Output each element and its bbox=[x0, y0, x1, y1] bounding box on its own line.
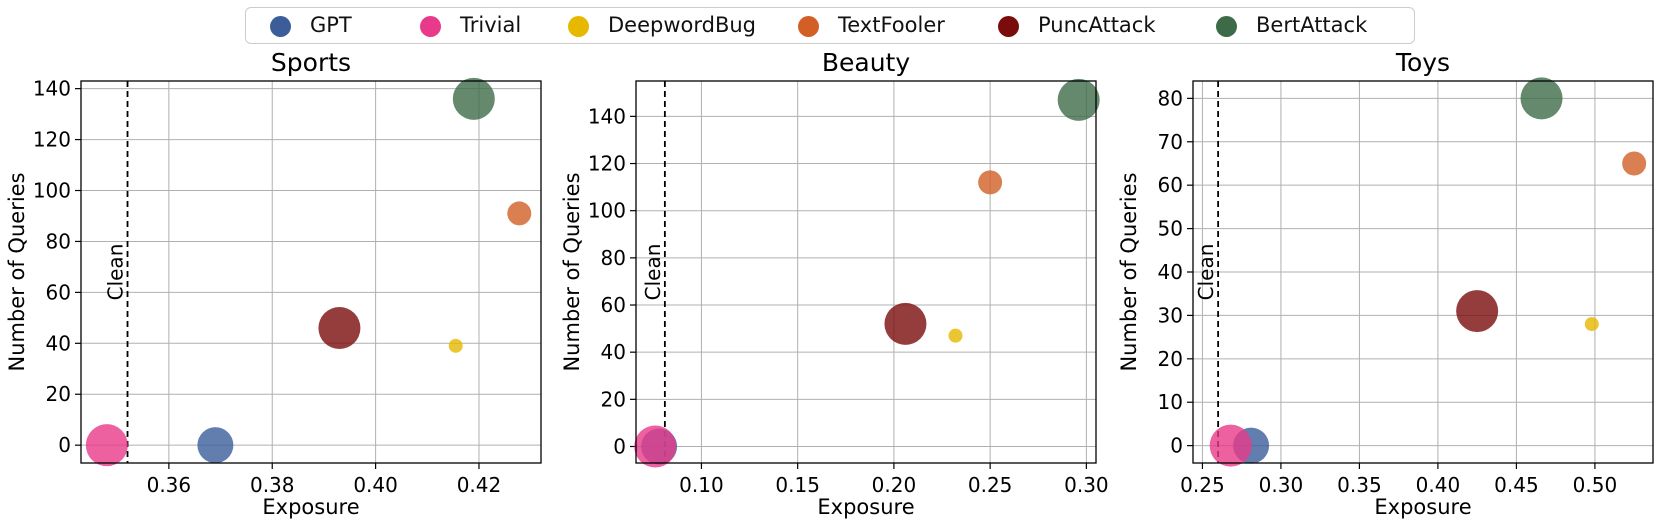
plot-frame bbox=[1192, 80, 1654, 464]
x-tick-label: 0.25 bbox=[1180, 473, 1225, 497]
y-tick-label: 40 bbox=[1158, 260, 1183, 284]
legend-label: GPT bbox=[310, 13, 352, 37]
chart-panel-toys: 0.25 0.30 0.35 0.40 0.45 0.50 0 10 20 30 40 50 60 70 8… bbox=[1117, 48, 1654, 519]
x-tick-label: 0.36 bbox=[147, 473, 192, 497]
data-point-textfooler bbox=[507, 201, 532, 226]
y-axis-label: Number of Queries bbox=[1117, 172, 1141, 371]
legend-label: BertAttack bbox=[1256, 13, 1368, 37]
plot-frame bbox=[80, 80, 542, 464]
clean-baseline-label: Clean bbox=[641, 244, 665, 301]
data-point-deepwordbug bbox=[948, 328, 963, 343]
legend-marker bbox=[998, 16, 1019, 37]
x-tick-label: 0.30 bbox=[1259, 473, 1304, 497]
legend-label: PuncAttack bbox=[1038, 13, 1156, 37]
x-tick-label: 0.40 bbox=[353, 473, 398, 497]
legend-marker bbox=[420, 16, 441, 37]
y-tick-label: 100 bbox=[33, 179, 71, 203]
y-tick-label: 20 bbox=[46, 382, 71, 406]
plot-frame bbox=[635, 80, 1097, 464]
y-axis-label: Number of Queries bbox=[560, 172, 584, 371]
y-axis-label: Number of Queries bbox=[5, 172, 29, 371]
data-point-trivial bbox=[1209, 424, 1252, 467]
clean-baseline-label: Clean bbox=[1194, 244, 1218, 301]
chart-title: Toys bbox=[1395, 48, 1450, 77]
data-point-puncattack bbox=[318, 307, 361, 350]
y-tick-label: 40 bbox=[601, 340, 626, 364]
x-tick-label: 0.40 bbox=[1416, 473, 1461, 497]
legend-marker bbox=[1216, 16, 1237, 37]
x-axis-label: Exposure bbox=[817, 495, 914, 519]
legend-label: TextFooler bbox=[838, 13, 945, 37]
y-tick-label: 0 bbox=[613, 434, 626, 458]
y-tick-label: 10 bbox=[1158, 390, 1183, 414]
data-point-trivial bbox=[85, 424, 128, 467]
data-point-deepwordbug bbox=[448, 338, 463, 353]
data-point-deepwordbug bbox=[1584, 317, 1599, 332]
x-tick-label: 0.35 bbox=[1337, 473, 1382, 497]
x-tick-label: 0.15 bbox=[775, 473, 820, 497]
chart-panel-sports: 0.36 0.38 0.40 0.42 0 20 40 60 80 100 120 140 Clean S… bbox=[5, 48, 542, 519]
y-tick-label: 60 bbox=[601, 293, 626, 317]
x-tick-label: 0.38 bbox=[250, 473, 295, 497]
x-axis-label: Exposure bbox=[262, 495, 359, 519]
chart-title: Sports bbox=[271, 48, 351, 77]
y-tick-label: 20 bbox=[1158, 347, 1183, 371]
x-tick-label: 0.10 bbox=[679, 473, 724, 497]
y-tick-label: 70 bbox=[1158, 130, 1183, 154]
legend-marker bbox=[270, 16, 291, 37]
data-point-puncattack bbox=[1456, 290, 1499, 333]
y-tick-label: 30 bbox=[1158, 303, 1183, 327]
y-tick-label: 0 bbox=[1170, 434, 1183, 458]
data-point-bertattack bbox=[1520, 77, 1563, 120]
y-tick-label: 20 bbox=[601, 387, 626, 411]
x-tick-label: 0.42 bbox=[457, 473, 502, 497]
legend-label: Trivial bbox=[460, 13, 522, 37]
data-point-gpt bbox=[197, 427, 234, 464]
y-tick-label: 80 bbox=[601, 246, 626, 270]
chart-panel-beauty: 0.10 0.15 0.20 0.25 0.30 0 20 40 60 80 100 120 140 Cl… bbox=[560, 48, 1109, 519]
data-point-textfooler bbox=[978, 170, 1003, 195]
x-tick-label: 0.50 bbox=[1573, 473, 1618, 497]
legend-marker bbox=[798, 16, 819, 37]
data-point-bertattack bbox=[1057, 78, 1100, 121]
x-tick-label: 0.30 bbox=[1064, 473, 1109, 497]
y-tick-label: 60 bbox=[46, 280, 71, 304]
y-tick-label: 120 bbox=[588, 152, 626, 176]
x-axis-label: Exposure bbox=[1374, 495, 1471, 519]
legend-marker bbox=[568, 16, 589, 37]
y-tick-label: 50 bbox=[1158, 217, 1183, 241]
data-point-textfooler bbox=[1622, 151, 1647, 176]
clean-baseline-label: Clean bbox=[104, 244, 128, 301]
y-tick-label: 60 bbox=[1158, 173, 1183, 197]
x-tick-label: 0.25 bbox=[968, 473, 1013, 497]
y-tick-label: 120 bbox=[33, 128, 71, 152]
y-tick-label: 100 bbox=[588, 199, 626, 223]
y-tick-label: 80 bbox=[46, 229, 71, 253]
data-point-puncattack bbox=[884, 302, 927, 345]
y-tick-label: 140 bbox=[588, 104, 626, 128]
x-tick-label: 0.45 bbox=[1494, 473, 1539, 497]
legend: GPT Trivial DeepwordBug TextFooler PuncAttac… bbox=[245, 7, 1415, 44]
y-tick-label: 140 bbox=[33, 77, 71, 101]
x-tick-label: 0.20 bbox=[872, 473, 917, 497]
y-tick-label: 0 bbox=[58, 433, 71, 457]
y-tick-label: 80 bbox=[1158, 86, 1183, 110]
data-point-bertattack bbox=[452, 77, 495, 120]
y-tick-label: 40 bbox=[46, 331, 71, 355]
chart-title: Beauty bbox=[822, 48, 910, 77]
data-point-trivial bbox=[634, 425, 677, 468]
legend-label: DeepwordBug bbox=[608, 13, 757, 37]
